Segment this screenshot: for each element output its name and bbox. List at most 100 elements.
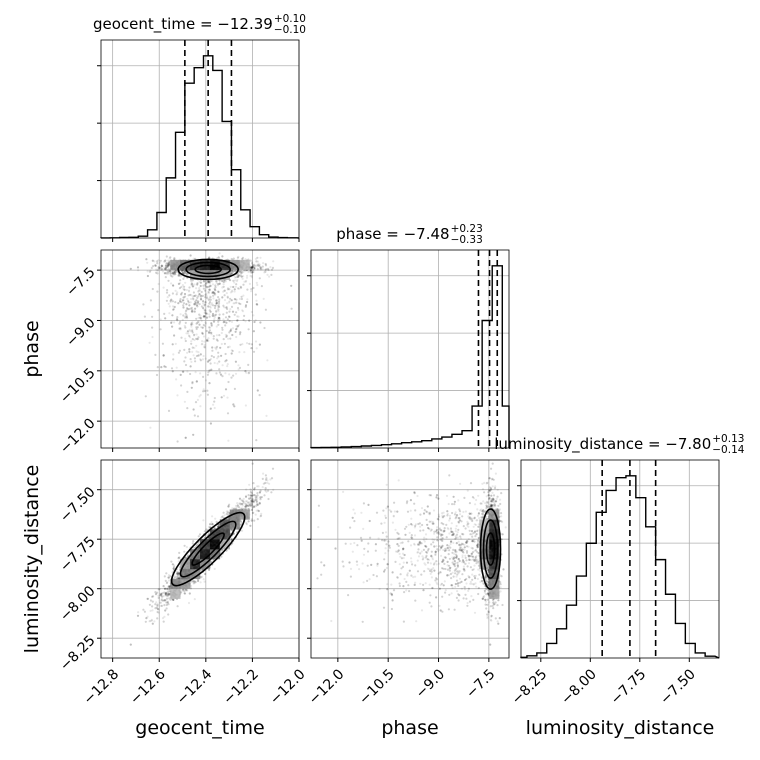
sample-point [209, 306, 212, 309]
sample-point [187, 269, 190, 272]
sample-point [254, 340, 258, 343]
sample-point [217, 300, 221, 304]
sample-point [248, 342, 251, 345]
sample-point [199, 581, 202, 584]
sample-point [149, 609, 152, 613]
sample-point [231, 327, 235, 330]
sample-point [156, 272, 159, 275]
sample-point [240, 257, 244, 260]
sample-point [210, 331, 213, 334]
sample-point [235, 328, 238, 331]
sample-point [226, 363, 229, 366]
sample-point [188, 350, 191, 354]
sample-point [232, 302, 235, 305]
sample-point [169, 300, 172, 303]
sample-point [224, 316, 228, 319]
sample-point [151, 609, 154, 612]
sample-point [156, 260, 159, 263]
sample-point [199, 405, 202, 408]
sample-point [236, 306, 240, 310]
sample-point [202, 306, 205, 310]
sample-point [189, 372, 192, 376]
sample-point [216, 357, 219, 360]
sample-point [202, 300, 205, 303]
sample-point [183, 271, 186, 274]
sample-point [218, 298, 221, 301]
sample-point [193, 338, 196, 342]
sample-point [201, 326, 204, 329]
sample-point [194, 307, 197, 310]
sample-point [192, 433, 195, 436]
sample-point [237, 302, 241, 305]
sample-point [228, 320, 231, 323]
sample-point [190, 342, 193, 345]
sample-point [190, 297, 193, 301]
sample-point [184, 339, 187, 343]
sample-point [185, 316, 188, 319]
sample-point [224, 324, 227, 327]
sample-point [272, 260, 275, 263]
sample-point [176, 394, 179, 397]
sample-point [228, 373, 231, 376]
sample-point [193, 310, 196, 313]
sample-point [226, 296, 229, 299]
sample-point [183, 285, 186, 288]
sample-point [220, 354, 223, 357]
sample-point [264, 268, 267, 271]
sample-point [227, 380, 230, 384]
sample-point [252, 286, 255, 290]
sample-point [239, 331, 242, 334]
sample-point [259, 268, 262, 271]
sample-point [171, 343, 174, 346]
sample-point [171, 370, 174, 373]
sample-point [255, 439, 258, 442]
sample-point [207, 290, 210, 294]
sample-point [186, 317, 189, 320]
sample-point [217, 355, 220, 358]
sample-point [222, 394, 226, 397]
sample-point [207, 330, 210, 334]
sample-point [213, 406, 216, 410]
sample-point [198, 287, 201, 290]
sample-point [193, 357, 196, 360]
sample-point [254, 319, 257, 322]
sample-point [209, 310, 212, 313]
sample-point [267, 268, 270, 272]
sample-point [205, 329, 208, 333]
sample-point [214, 289, 217, 292]
sample-point [190, 340, 193, 343]
sample-point [207, 371, 210, 374]
sample-point [197, 351, 200, 354]
sample-point [259, 321, 262, 324]
sample-point [228, 288, 231, 291]
sample-point [162, 354, 165, 357]
sample-point [183, 272, 186, 275]
sample-point [225, 292, 228, 295]
sample-point [183, 348, 186, 351]
sample-point [263, 271, 266, 274]
sample-point [192, 285, 195, 288]
sample-point [180, 293, 183, 296]
sample-point [207, 298, 210, 301]
sample-point [235, 301, 238, 304]
sample-point [208, 302, 211, 305]
y-tick-label: −12.0 [57, 415, 99, 457]
sample-point [233, 270, 237, 273]
sample-point [229, 329, 232, 332]
sample-point [229, 291, 232, 294]
sample-point [251, 271, 254, 274]
sample-point [179, 292, 182, 296]
sample-point [235, 311, 238, 314]
sample-point [195, 350, 198, 353]
sample-point [236, 319, 239, 322]
sample-point [173, 257, 176, 260]
sample-point [199, 296, 202, 299]
sample-point [208, 382, 211, 385]
sample-point [222, 321, 225, 324]
sample-point [195, 304, 198, 307]
sample-point [179, 327, 182, 330]
sample-point [208, 331, 212, 334]
sample-point [231, 289, 234, 292]
sample-point [193, 414, 196, 417]
sample-point [258, 263, 261, 266]
